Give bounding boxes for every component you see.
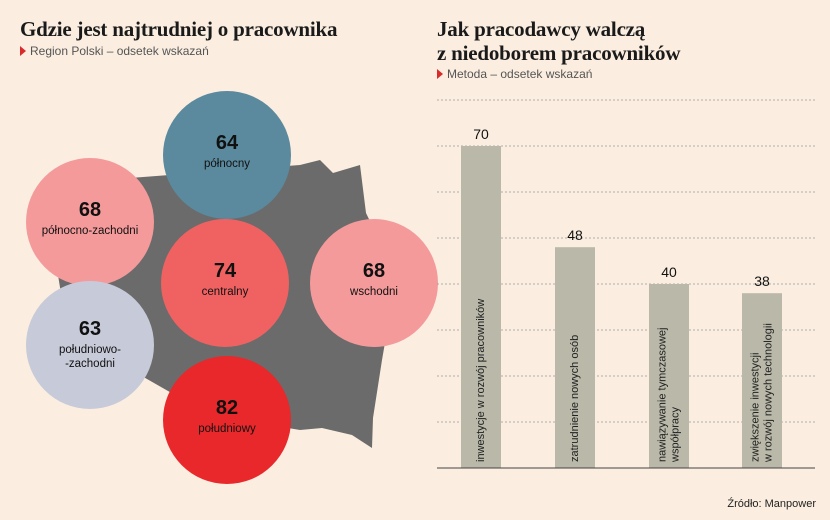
source-note: Źródło: Manpower — [727, 498, 816, 510]
region-label: południowy — [198, 423, 256, 435]
region-bubble-po-udniowo-zachodni: 63 południowo- -zachodni — [26, 281, 154, 409]
bar-chart: 70 inwestycje w rozwój pracowników 48 zatru… — [437, 99, 815, 469]
bar — [555, 247, 595, 468]
region-bubble-po-udniowy: 82 południowy — [163, 356, 291, 484]
bar-value-label: 48 — [567, 227, 583, 243]
region-circle — [161, 219, 289, 347]
bar-value-label: 40 — [661, 264, 677, 280]
left-chart-title: Gdzie jest najtrudniej o pracownika — [20, 17, 338, 41]
region-value: 68 — [363, 260, 385, 282]
region-label: północno-zachodni — [42, 225, 139, 237]
region-circle — [26, 281, 154, 409]
region-bubble-p-nocno-zachodni: 68 północno-zachodni — [26, 158, 154, 286]
region-label: wschodni — [349, 286, 398, 298]
region-bubble-wschodni: 68 wschodni — [310, 219, 438, 347]
bar-category-label: współpracy — [670, 406, 682, 463]
bar-category-label: w rozwój nowych technologii — [763, 323, 775, 463]
region-label: południowo- — [59, 344, 121, 356]
region-bubble-p-nocny: 64 północny — [163, 91, 291, 219]
region-label: centralny — [202, 286, 249, 298]
bubble-layer: 64 północny 68 północno-zachodni 74 centralny… — [26, 91, 438, 484]
right-chart-title: Jak pracodawcy walczą z niedoborem praco… — [437, 17, 681, 65]
region-value: 82 — [216, 397, 238, 419]
bar — [649, 284, 689, 468]
right-chart-subtitle: Metoda – odsetek wskazań — [437, 67, 592, 81]
bar-category-label: zatrudnienie nowych osób — [569, 335, 581, 462]
region-circle — [163, 91, 291, 219]
region-value: 63 — [79, 318, 101, 340]
region-value: 74 — [214, 260, 237, 282]
right-chart-title-line-1: Jak pracodawcy walczą — [437, 17, 646, 41]
bar — [461, 146, 501, 468]
bar-value-label: 38 — [754, 273, 770, 289]
region-bubble-centralny: 74 centralny — [161, 219, 289, 347]
region-circle — [26, 158, 154, 286]
right-chart-title-line-2: z niedoborem pracowników — [437, 41, 681, 65]
region-value: 68 — [79, 199, 101, 221]
region-value: 64 — [216, 132, 239, 154]
bar — [742, 293, 782, 468]
bar-value-label: 70 — [473, 126, 489, 142]
region-circle — [310, 219, 438, 347]
bar-category-label: zwiększenie inwestycji — [750, 353, 762, 462]
bar-category-label: nawiązywanie tymczasowej — [657, 328, 669, 463]
left-chart-subtitle: Region Polski – odsetek wskazań — [20, 44, 209, 58]
bar-category-label: inwestycje w rozwój pracowników — [475, 299, 487, 462]
region-circle — [163, 356, 291, 484]
region-label: północny — [204, 158, 250, 170]
region-label: -zachodni — [65, 358, 115, 370]
